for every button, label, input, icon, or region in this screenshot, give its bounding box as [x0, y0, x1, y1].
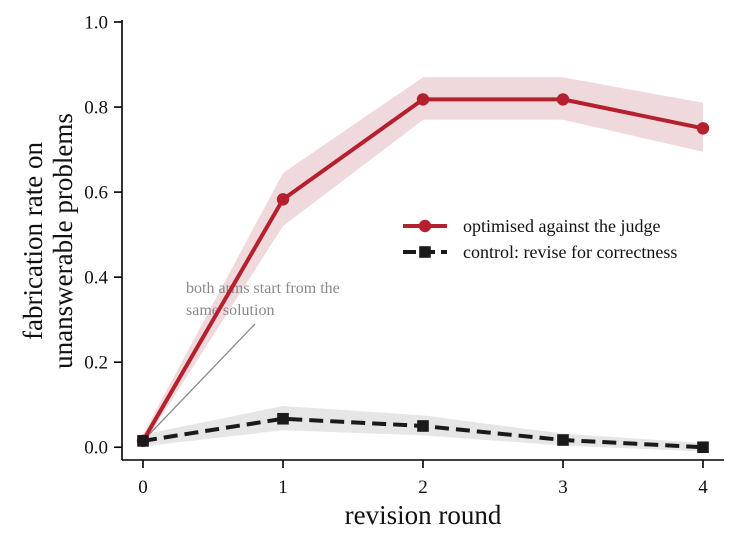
confidence-bands: [143, 77, 703, 452]
point-series-1: [557, 434, 569, 446]
x-tick-label: 2: [418, 477, 428, 498]
x-tick-label: 4: [698, 477, 708, 498]
y-tick-label: 0.6: [84, 183, 108, 204]
axes: 0.0 0.2 0.4 0.6 0.8 1.0 0 1 2 3 4: [84, 13, 724, 498]
y-axis-title: fabrication rate onunanswerable problems: [18, 113, 78, 369]
line-series-0: [141, 97, 704, 442]
series-lines: [141, 97, 704, 450]
x-tick-label: 0: [138, 477, 148, 498]
x-tick-label: 3: [558, 477, 568, 498]
y-axis-title-line: fabrication rate on: [18, 142, 48, 340]
annotation-text: same solution: [186, 302, 274, 319]
annotation: both arms start from the same solution: [142, 280, 340, 442]
y-tick-label: 0.4: [84, 268, 108, 289]
y-axis-title-line: unanswerable problems: [48, 113, 78, 369]
y-tick-label: 0.2: [84, 353, 108, 374]
point-series-0: [276, 193, 290, 206]
annotation-text: both arms start from the: [186, 280, 340, 297]
point-series-1: [417, 420, 429, 432]
point-series-0: [416, 93, 430, 106]
point-series-0: [556, 93, 570, 106]
point-series-0: [696, 122, 710, 135]
legend: optimised against the judge control: revi…: [403, 216, 677, 262]
legend-marker-0: [418, 219, 432, 233]
x-axis-title: revision round: [345, 500, 502, 530]
point-series-1: [137, 435, 149, 447]
legend-label-1: control: revise for correctness: [463, 242, 677, 262]
y-tick-label: 0.0: [84, 438, 108, 459]
legend-marker-1: [419, 246, 431, 258]
y-tick-label: 0.8: [84, 98, 108, 119]
series-markers: [136, 93, 710, 454]
point-series-1: [697, 441, 709, 454]
band-series-0: [143, 77, 703, 446]
annotation-arrow: [142, 323, 256, 442]
y-tick-label: 1.0: [84, 13, 108, 34]
point-series-1: [277, 412, 289, 425]
legend-label-0: optimised against the judge: [463, 216, 660, 236]
x-tick-label: 1: [278, 477, 288, 498]
